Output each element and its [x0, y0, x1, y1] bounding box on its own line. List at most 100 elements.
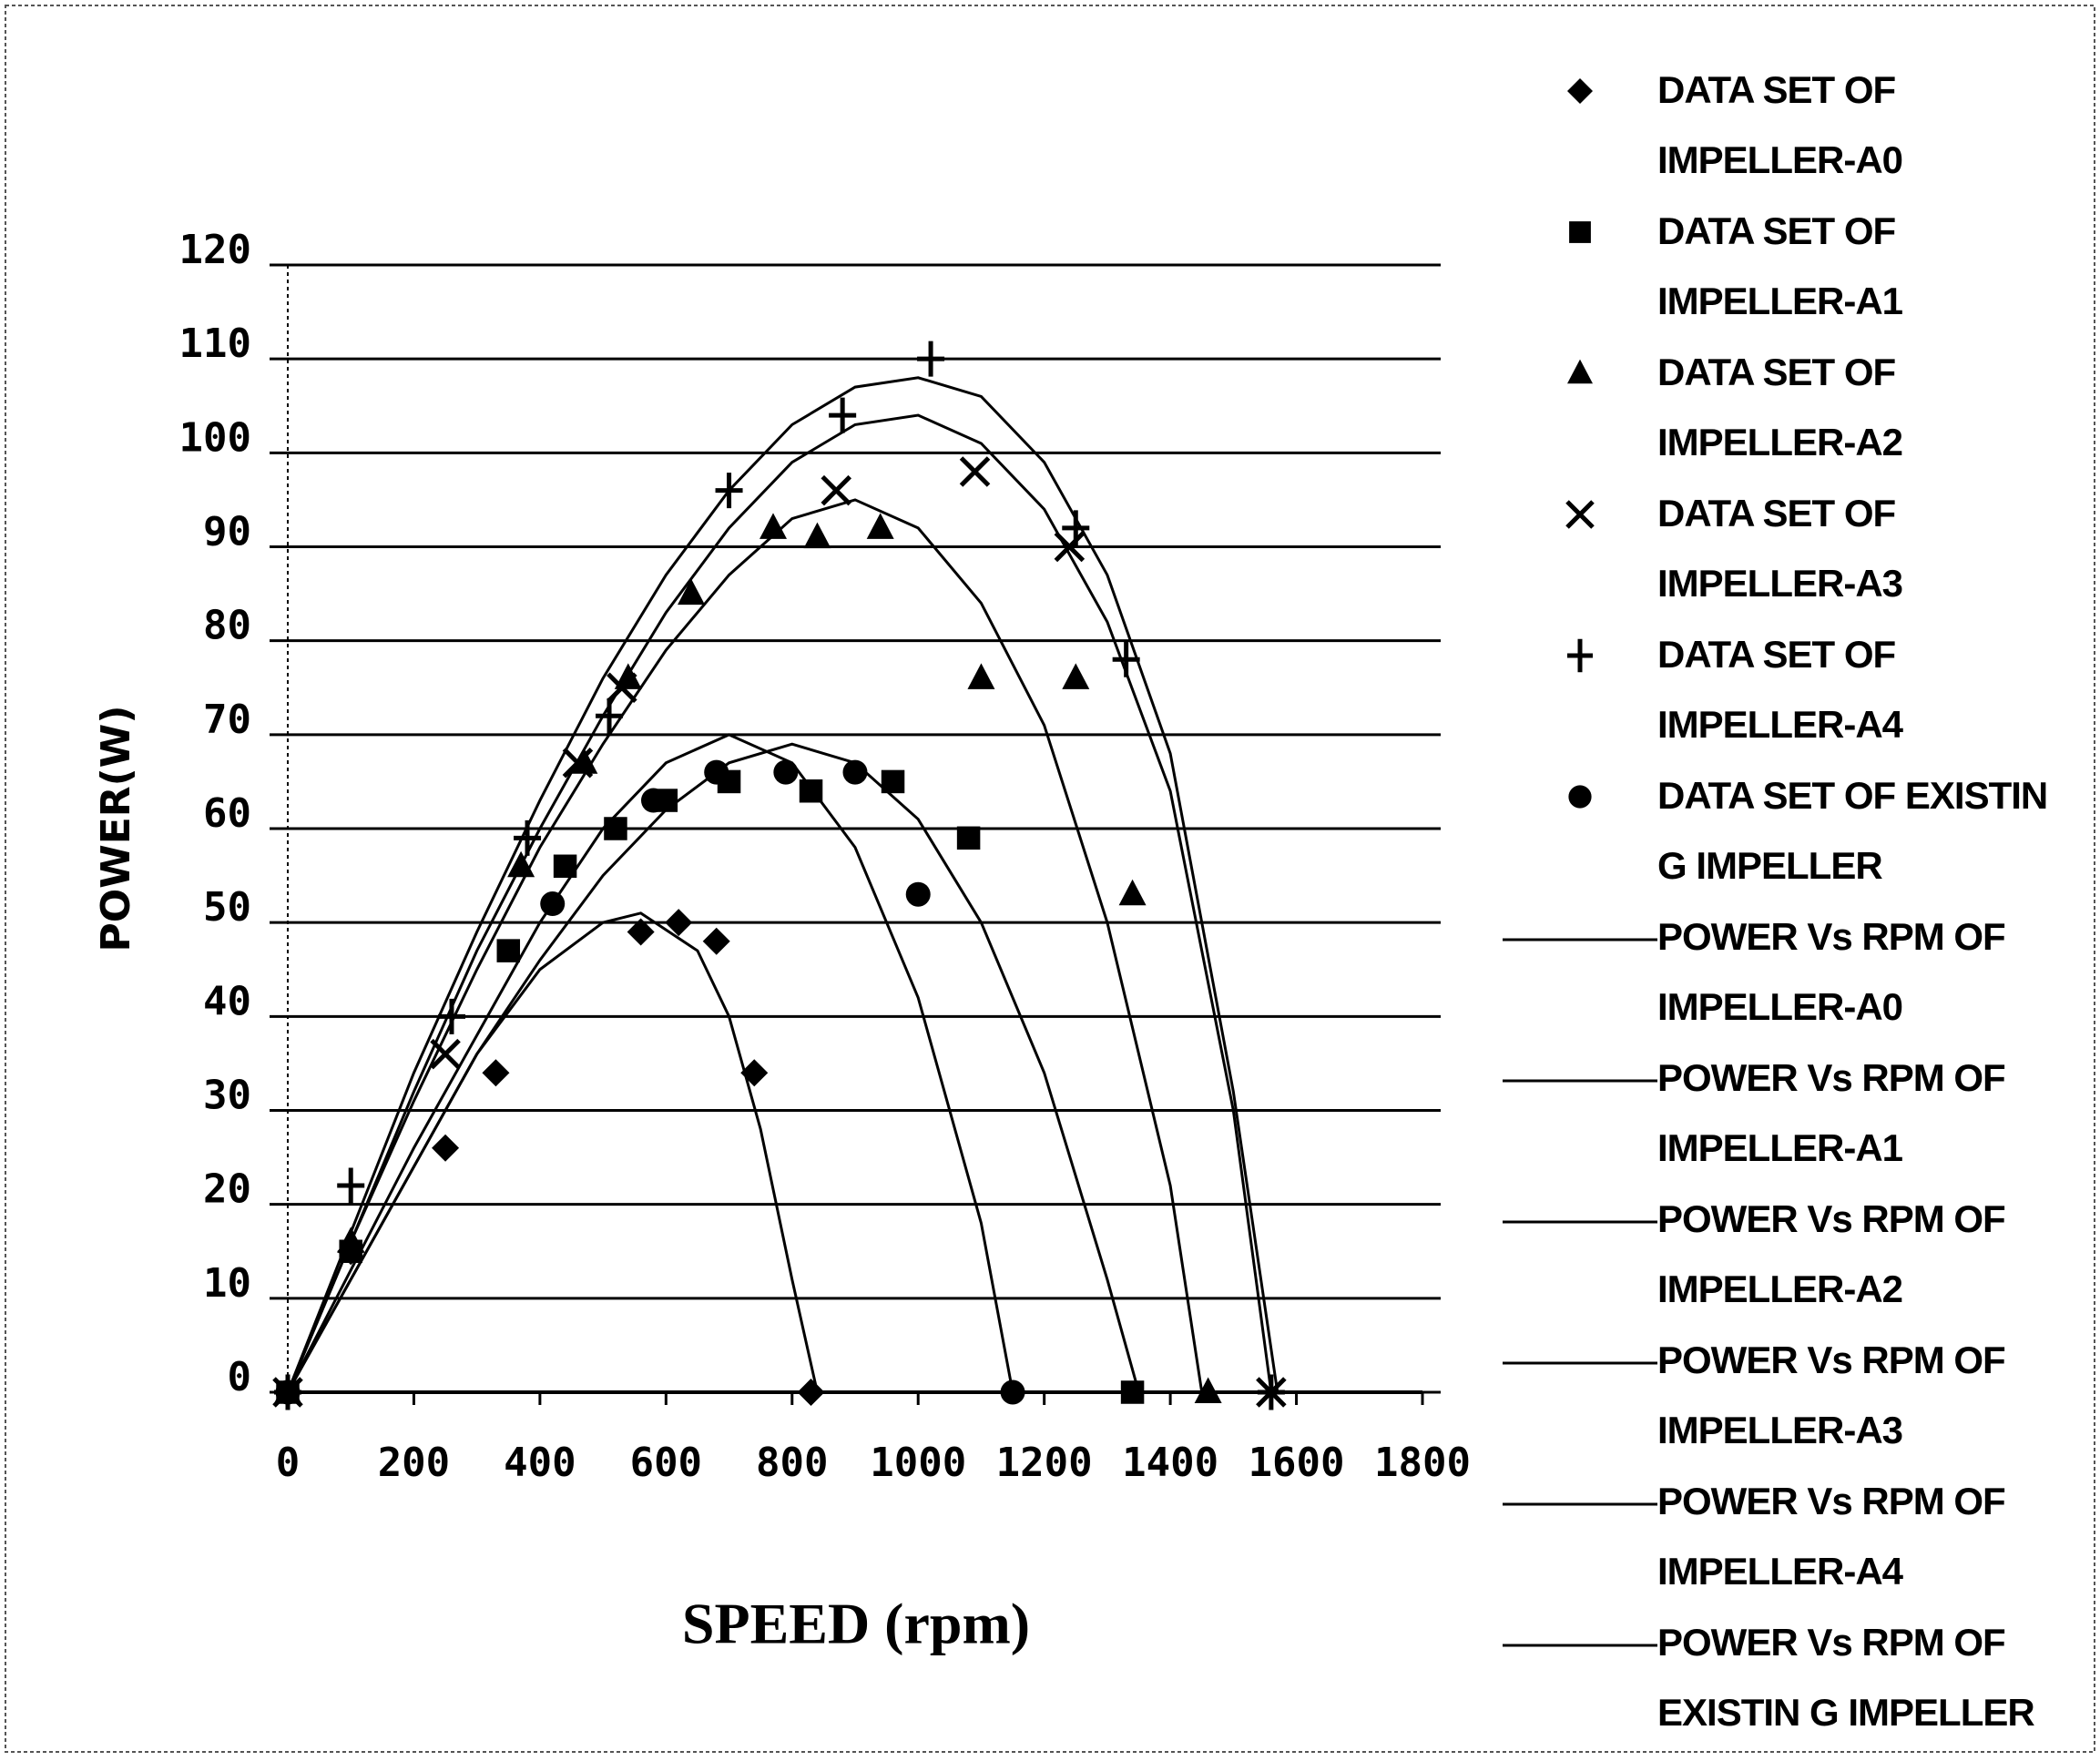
marker-shape [604, 817, 627, 840]
y-tick-label: 30 [203, 1073, 251, 1119]
marker [959, 456, 991, 487]
legend-entry: POWER Vs RPM OF IMPELLER-A0 [1503, 901, 2095, 1043]
legend-symbol [1503, 1361, 1657, 1365]
marker [607, 672, 637, 704]
marker-shape [482, 1059, 510, 1087]
marker-shape [905, 881, 931, 907]
legend-symbol [1503, 1502, 1657, 1506]
marker [627, 918, 655, 946]
marker-shape [1568, 785, 1592, 809]
marker [803, 522, 831, 549]
marker-shape [842, 759, 868, 785]
marker [1120, 1380, 1145, 1404]
marker-shape [967, 663, 995, 689]
y-axis-label: POWER(W) [93, 706, 139, 952]
fit-line [286, 376, 1279, 1393]
marker [496, 939, 521, 962]
legend-label: DATA SET OF IMPELLER-A4 [1657, 633, 1903, 746]
legend-label: DATA SET OF IMPELLER-A3 [1657, 492, 1903, 605]
legend-entry: DATA SET OF IMPELLER-A2 [1503, 337, 2095, 478]
marker-shape [959, 456, 991, 487]
legend-label: POWER Vs RPM OF EXISTIN G IMPELLER [1657, 1621, 2035, 1734]
legend-symbol [1568, 785, 1592, 809]
marker-shape [1118, 879, 1147, 906]
marker-shape [829, 397, 857, 433]
marker [1194, 1377, 1222, 1403]
marker-shape [496, 939, 521, 962]
y-tick-label: 120 [179, 227, 251, 273]
marker-shape [917, 341, 945, 377]
legend-symbol [1567, 359, 1593, 384]
marker-shape [1062, 663, 1090, 689]
marker-shape [702, 927, 730, 955]
y-tick-label: 60 [203, 790, 251, 837]
legend-label: POWER Vs RPM OF IMPELLER-A4 [1657, 1480, 2006, 1593]
legend-label: POWER Vs RPM OF IMPELLER-A3 [1657, 1339, 2006, 1451]
marker [1567, 359, 1593, 384]
fit-line [286, 733, 1014, 1393]
fit-line [286, 911, 819, 1393]
marker [678, 578, 706, 606]
marker [432, 1134, 460, 1162]
x-axis-label: SPEED (rpm) [682, 1592, 1030, 1656]
legend-entry: DATA SET OF IMPELLER-A1 [1503, 196, 2095, 337]
marker-shape [678, 578, 706, 606]
legend-symbol [1503, 1644, 1657, 1647]
y-tick-label: 110 [179, 321, 251, 367]
x-tick-label: 1000 [870, 1440, 966, 1486]
marker [917, 341, 945, 377]
marker [967, 663, 995, 689]
marker-shape [432, 1134, 460, 1162]
marker [821, 474, 852, 506]
y-tick-label: 0 [228, 1354, 252, 1400]
y-tick-label: 90 [203, 509, 251, 555]
x-tick-label: 400 [504, 1440, 576, 1486]
marker [665, 909, 693, 937]
marker-shape [627, 918, 655, 946]
marker-shape [1567, 359, 1593, 384]
marker-shape [430, 1038, 461, 1070]
x-tick-label: 600 [630, 1440, 702, 1486]
y-tick-label: 80 [203, 603, 251, 649]
marker-shape [773, 759, 799, 785]
fit-line [286, 498, 1204, 1393]
marker-shape [1567, 638, 1593, 673]
marker [640, 788, 666, 813]
marker [702, 927, 730, 955]
y-tick-label: 100 [179, 414, 251, 461]
legend-label: DATA SET OF EXISTIN G IMPELLER [1657, 774, 2048, 887]
y-tick-label: 70 [203, 697, 251, 743]
legend-symbol [1503, 1220, 1657, 1224]
marker [1062, 663, 1090, 689]
legend: DATA SET OF IMPELLER-A0 DATA SET OF IMPEL… [1503, 55, 2095, 1748]
marker-shape [1567, 78, 1593, 104]
legend-label: DATA SET OF IMPELLER-A0 [1657, 68, 1903, 181]
marker-shape [1120, 1380, 1145, 1404]
legend-label: POWER Vs RPM OF IMPELLER-A2 [1657, 1197, 2006, 1310]
marker [797, 1379, 825, 1406]
y-tick-label: 20 [203, 1166, 251, 1213]
y-tick-label: 40 [203, 978, 251, 1024]
legend-entry: POWER Vs RPM OF IMPELLER-A1 [1503, 1043, 2095, 1184]
x-tick-label: 0 [276, 1440, 301, 1486]
marker-shape [956, 826, 981, 850]
legend-symbol [1569, 221, 1591, 243]
marker [1569, 221, 1591, 243]
marker [829, 397, 857, 433]
marker [1118, 879, 1147, 906]
marker-shape [1569, 221, 1591, 243]
marker [1565, 500, 1595, 529]
marker-shape [821, 474, 852, 506]
legend-label: DATA SET OF IMPELLER-A1 [1657, 209, 1903, 322]
marker [1257, 1374, 1285, 1410]
marker [1567, 638, 1593, 673]
chart-frame [5, 5, 2095, 1753]
legend-entry: POWER Vs RPM OF IMPELLER-A3 [1503, 1325, 2095, 1466]
marker-shape [797, 1379, 825, 1406]
marker [570, 748, 598, 774]
x-tick-label: 1800 [1374, 1440, 1471, 1486]
marker-shape [665, 909, 693, 937]
marker-shape [570, 748, 598, 774]
marker-shape [337, 1167, 365, 1204]
